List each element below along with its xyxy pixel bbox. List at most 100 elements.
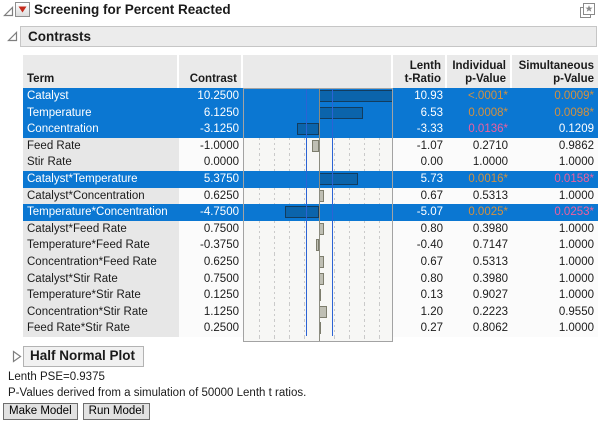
contrast-bar [319, 106, 364, 119]
table-row[interactable]: Feed Rate -1.0000 -1.07 0.2710 0.9862 [23, 137, 598, 155]
table-row[interactable]: Catalyst*Concentration 0.6250 0.67 0.5313 1.… [23, 187, 598, 205]
contrast-bar-cell [243, 104, 393, 122]
simultaneous-p-cell: 1.0000 [512, 220, 598, 238]
t-ratio-cell: 6.53 [393, 104, 447, 122]
half-normal-disclosure-closed-icon[interactable] [10, 350, 23, 363]
contrast-bar-cell [243, 154, 393, 171]
term-cell: Catalyst [23, 88, 179, 105]
simultaneous-p-cell: 0.9862 [512, 137, 598, 155]
page-title: Screening for Percent Reacted [34, 2, 231, 17]
table-row[interactable]: Catalyst*Stir Rate 0.7500 0.80 0.3980 1.0000 [23, 270, 598, 288]
table-row[interactable]: Concentration*Stir Rate 1.1250 1.20 0.2223 0… [23, 303, 598, 321]
contrast-bar-cell [243, 220, 393, 238]
contrast-cell: 1.1250 [179, 303, 243, 321]
simultaneous-p-cell: 0.0009* [512, 88, 598, 105]
individual-p-cell: 0.3980 [447, 220, 512, 238]
t-ratio-cell: 0.00 [393, 154, 447, 171]
contrast-bar-cell [243, 88, 393, 105]
t-ratio-cell: -5.07 [393, 204, 447, 221]
individual-p-cell: 0.9027 [447, 287, 512, 304]
contrasts-table: Term Contrast Lenth t-Ratio Individual p-V… [23, 55, 598, 342]
t-ratio-cell: 0.80 [393, 270, 447, 288]
contrast-bar [319, 322, 321, 335]
term-cell: Feed Rate [23, 137, 179, 155]
contrast-bar [319, 189, 324, 202]
simultaneous-p-cell: 1.0000 [512, 187, 598, 205]
col-header-contrast: Contrast [179, 55, 241, 88]
contrast-bar [296, 123, 319, 136]
disclosure-open-icon[interactable] [2, 5, 15, 18]
table-row[interactable]: Temperature 6.1250 6.53 0.0008* 0.0098* [23, 104, 598, 122]
red-triangle-menu-button[interactable] [15, 2, 30, 17]
contrast-cell: 0.2500 [179, 320, 243, 337]
t-ratio-cell: 0.13 [393, 287, 447, 304]
contrasts-section-title: Contrasts [28, 29, 92, 44]
individual-p-cell: 0.5313 [447, 253, 512, 271]
contrast-bar-cell [243, 204, 393, 221]
simultaneous-p-cell: 0.9550 [512, 303, 598, 321]
contrast-cell: 10.2500 [179, 88, 243, 105]
t-ratio-cell: 1.20 [393, 303, 447, 321]
term-cell: Feed Rate*Stir Rate [23, 320, 179, 337]
table-row[interactable]: Catalyst*Temperature 5.3750 5.73 0.0016* 0.0… [23, 170, 598, 188]
table-row[interactable]: Concentration*Feed Rate 0.6250 0.67 0.5313 1… [23, 253, 598, 271]
contrast-bar-cell [243, 121, 393, 138]
contrast-bar [311, 139, 319, 152]
col-header-term: Term [23, 55, 177, 88]
contrast-cell: 0.6250 [179, 187, 243, 205]
t-ratio-cell: 0.67 [393, 187, 447, 205]
simultaneous-p-cell: 1.0000 [512, 253, 598, 271]
contrast-bar [319, 272, 325, 285]
half-normal-plot-title: Half Normal Plot [30, 348, 136, 363]
run-model-button[interactable]: Run Model [82, 403, 151, 420]
table-row[interactable]: Temperature*Feed Rate -0.3750 -0.40 0.7147 1… [23, 237, 598, 254]
contrast-bar-cell [243, 303, 393, 321]
individual-p-cell: 0.0136* [447, 121, 512, 138]
col-header-simultaneous-p-value: Simultaneous p-Value [512, 55, 598, 88]
individual-p-cell: 0.2710 [447, 137, 512, 155]
t-ratio-cell: 0.27 [393, 320, 447, 337]
contrast-cell: 0.7500 [179, 220, 243, 238]
lenth-pse-text: Lenth PSE=0.9375 [8, 371, 105, 383]
term-cell: Temperature*Concentration [23, 204, 179, 221]
simultaneous-p-cell: 1.0000 [512, 270, 598, 288]
term-cell: Concentration*Feed Rate [23, 253, 179, 271]
individual-p-cell: 1.0000 [447, 154, 512, 171]
individual-p-cell: 0.5313 [447, 187, 512, 205]
contrasts-section-header[interactable]: Contrasts [20, 26, 597, 47]
simultaneous-p-cell: 1.0000 [512, 320, 598, 337]
simultaneous-p-cell: 1.0000 [512, 287, 598, 304]
table-row[interactable]: Temperature*Concentration -4.7500 -5.07 0.0… [23, 204, 598, 221]
table-row[interactable]: Temperature*Stir Rate 0.1250 0.13 0.9027 1.0… [23, 287, 598, 304]
t-ratio-cell: -3.33 [393, 121, 447, 138]
col-header-lenth-t-ratio: Lenth t-Ratio [393, 55, 445, 88]
term-cell: Concentration [23, 121, 179, 138]
data-table-window-icon[interactable] [578, 1, 597, 20]
table-row[interactable]: Concentration -3.1250 -3.33 0.0136* 0.1209 [23, 121, 598, 138]
individual-p-cell: 0.0016* [447, 170, 512, 188]
individual-p-cell: 0.2223 [447, 303, 512, 321]
report-title-bar: Screening for Percent Reacted [0, 0, 604, 20]
table-row[interactable]: Catalyst*Feed Rate 0.7500 0.80 0.3980 1.0000 [23, 220, 598, 238]
simultaneous-p-cell: 0.0158* [512, 170, 598, 188]
contrast-bar [319, 255, 324, 268]
simultaneous-p-cell: 1.0000 [512, 154, 598, 171]
contrast-bar-cell [243, 237, 393, 254]
table-row[interactable]: Catalyst 10.2500 10.93 <.0001* 0.0009* [23, 88, 598, 105]
table-row[interactable]: Feed Rate*Stir Rate 0.2500 0.27 0.8062 1.000… [23, 320, 598, 337]
contrast-bar [319, 305, 328, 318]
t-ratio-cell: -0.40 [393, 237, 447, 254]
table-row[interactable]: Stir Rate 0.0000 0.00 1.0000 1.0000 [23, 154, 598, 171]
term-cell: Stir Rate [23, 154, 179, 171]
plot-bottom-strip [243, 337, 393, 342]
individual-p-cell: 0.8062 [447, 320, 512, 337]
term-cell: Catalyst*Concentration [23, 187, 179, 205]
simultaneous-p-cell: 0.1209 [512, 121, 598, 138]
contrasts-disclosure-open-icon[interactable] [6, 30, 19, 43]
half-normal-plot-section-header[interactable]: Half Normal Plot [23, 346, 145, 367]
contrast-cell: 0.0000 [179, 154, 243, 171]
contrast-bar-cell [243, 320, 393, 337]
make-model-button[interactable]: Make Model [3, 403, 78, 420]
t-ratio-cell: 0.80 [393, 220, 447, 238]
contrast-cell: -1.0000 [179, 137, 243, 155]
